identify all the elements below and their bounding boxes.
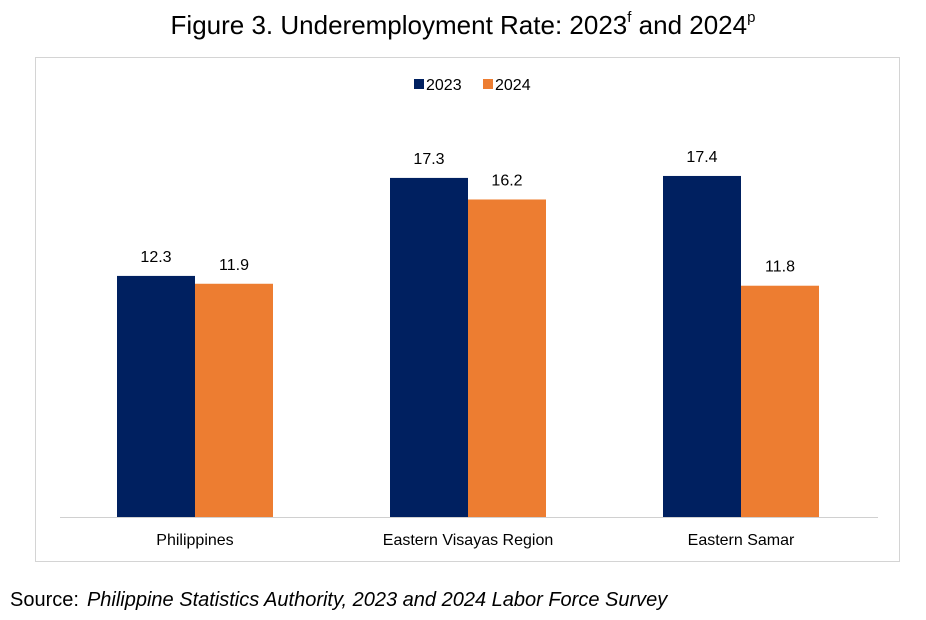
data-label-2023-1: 17.3 — [413, 151, 444, 168]
source-label: Source: — [10, 589, 79, 611]
legend-swatch-2024 — [483, 79, 493, 89]
legend-label-2023: 2023 — [426, 77, 462, 94]
title-text-2: and 2024 — [631, 10, 748, 40]
chart-title: Figure 3. Underemployment Rate: 2023f an… — [0, 9, 926, 41]
bar-2023-1 — [390, 177, 468, 518]
bar-2024-0 — [195, 283, 273, 517]
title-text: Figure 3. Underemployment Rate: 2023 — [170, 10, 628, 40]
data-label-2024-0: 11.9 — [219, 257, 249, 274]
bar-2024-2 — [741, 285, 819, 517]
legend-label-2024: 2024 — [495, 77, 531, 94]
bar-2023-0 — [117, 275, 195, 517]
bar-2023-2 — [663, 175, 741, 517]
source-text: Philippine Statistics Authority, 2023 an… — [86, 589, 668, 611]
category-label-0: Philippines — [156, 532, 233, 549]
title-superscript-f: f — [627, 9, 632, 27]
legend-swatch-2023 — [414, 79, 424, 89]
chart-frame — [35, 57, 900, 562]
source-note: Source: Philippine Statistics Authority, … — [10, 589, 667, 612]
bar-2024-1 — [468, 199, 546, 518]
data-label-2023-0: 12.3 — [140, 249, 171, 266]
category-label-2: Eastern Samar — [688, 532, 795, 549]
data-label-2024-1: 16.2 — [491, 172, 522, 189]
category-label-1: Eastern Visayas Region — [383, 532, 553, 549]
data-label-2024-2: 11.8 — [765, 259, 795, 276]
title-superscript-p: p — [747, 9, 756, 27]
data-label-2023-2: 17.4 — [686, 149, 717, 166]
